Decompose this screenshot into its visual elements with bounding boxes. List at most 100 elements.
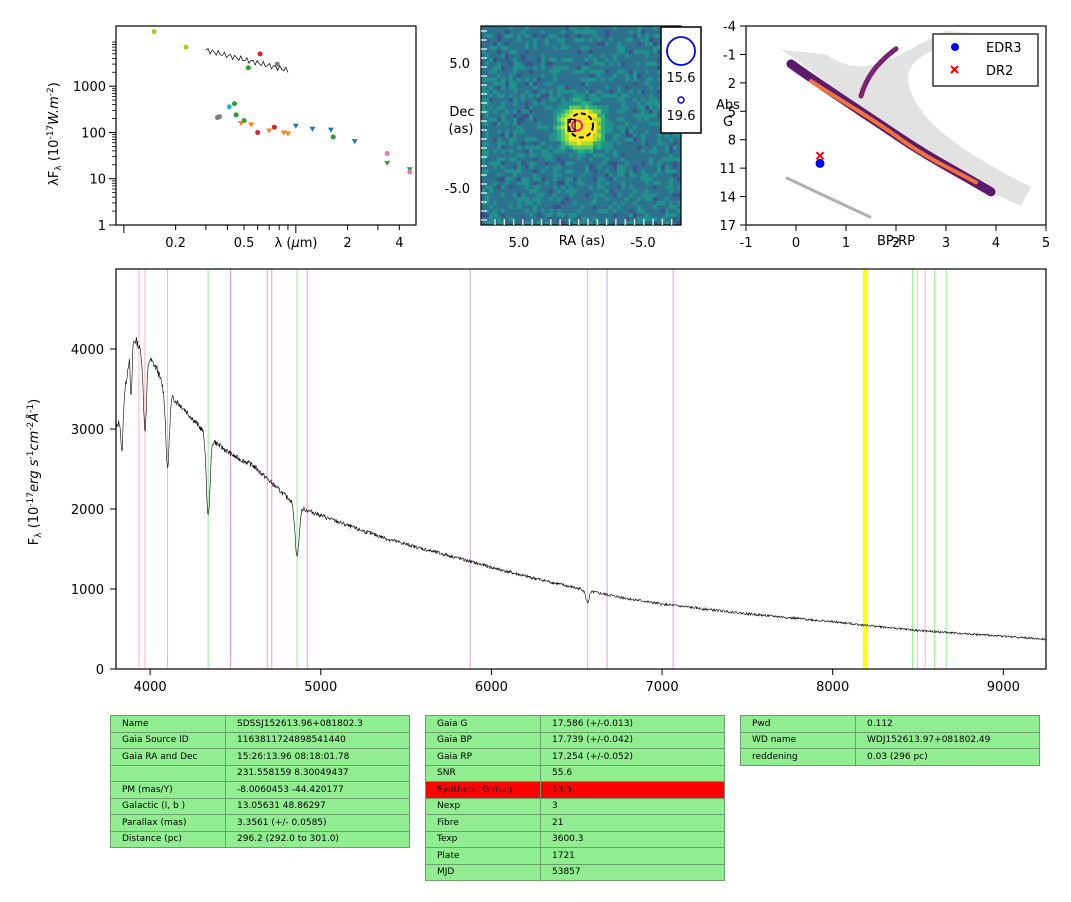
image-pixel bbox=[565, 129, 570, 134]
image-pixel bbox=[633, 69, 638, 75]
image-pixel bbox=[525, 65, 530, 71]
image-pixel bbox=[529, 81, 534, 86]
image-pixel bbox=[617, 45, 622, 51]
image-pixel bbox=[501, 45, 506, 51]
image-pixel bbox=[609, 109, 614, 114]
image-pixel bbox=[509, 157, 514, 162]
image-pixel bbox=[637, 189, 642, 194]
image-pixel bbox=[573, 69, 578, 75]
image-pixel bbox=[493, 165, 498, 170]
image-pixel bbox=[529, 33, 534, 39]
image-pixel bbox=[513, 165, 518, 170]
image-pixel bbox=[661, 161, 666, 166]
image-pixel bbox=[505, 181, 510, 186]
image-pixel bbox=[657, 213, 662, 218]
image-pixel bbox=[501, 185, 506, 190]
image-pixel bbox=[653, 197, 658, 202]
image-pixel bbox=[501, 125, 506, 130]
spectrum-y-tick-label: 0 bbox=[96, 663, 104, 678]
image-pixel bbox=[577, 109, 582, 114]
image-pixel bbox=[641, 69, 646, 75]
image-pixel bbox=[521, 77, 526, 83]
image-pixel bbox=[633, 65, 638, 71]
image-pixel bbox=[485, 173, 490, 178]
image-pixel bbox=[621, 157, 626, 162]
image-pixel bbox=[665, 165, 670, 170]
image-pixel bbox=[673, 177, 678, 182]
image-pixel bbox=[581, 185, 586, 190]
image-pixel bbox=[629, 189, 634, 194]
image-pixel bbox=[657, 205, 662, 210]
image-pixel bbox=[541, 41, 546, 47]
image-pixel bbox=[665, 153, 670, 158]
image-pixel bbox=[661, 133, 666, 138]
image-pixel bbox=[597, 45, 602, 51]
image-pixel bbox=[597, 53, 602, 59]
image-pixel bbox=[625, 133, 630, 138]
table-value-cell: 0.03 (296 pc) bbox=[855, 748, 1040, 766]
image-pixel bbox=[605, 93, 610, 98]
image-pixel bbox=[557, 193, 562, 198]
image-pixel bbox=[489, 93, 494, 98]
image-pixel bbox=[589, 61, 594, 67]
image-pixel bbox=[677, 133, 682, 138]
image-pixel bbox=[489, 65, 494, 71]
image-pixel bbox=[625, 173, 630, 178]
image-pixel bbox=[553, 221, 558, 226]
image-pixel bbox=[525, 217, 530, 222]
image-pixel bbox=[497, 177, 502, 182]
image-pixel bbox=[513, 189, 518, 194]
image-pixel bbox=[541, 153, 546, 158]
image-pixel bbox=[557, 41, 562, 47]
image-pixel bbox=[585, 153, 590, 158]
image-pixel bbox=[633, 61, 638, 67]
image-pixel bbox=[481, 193, 486, 198]
image-pixel bbox=[497, 141, 502, 146]
image-pixel bbox=[597, 85, 602, 90]
image-pixel bbox=[589, 26, 594, 31]
image-pixel bbox=[637, 185, 642, 190]
image-pixel bbox=[525, 101, 530, 106]
image-pixel bbox=[549, 57, 554, 63]
image-pixel bbox=[577, 213, 582, 218]
image-pixel bbox=[617, 117, 622, 122]
image-pixel bbox=[641, 53, 646, 59]
image-pixel bbox=[589, 141, 594, 146]
image-pixel bbox=[601, 197, 606, 202]
image-pixel bbox=[617, 37, 622, 43]
image-pixel bbox=[589, 101, 594, 106]
image-pixel bbox=[593, 145, 598, 150]
image-pixel bbox=[613, 209, 618, 214]
image-pixel bbox=[613, 45, 618, 51]
image-pixel bbox=[537, 37, 542, 43]
image-pixel bbox=[501, 189, 506, 194]
image-pixel bbox=[485, 85, 490, 90]
image-pixel bbox=[573, 217, 578, 222]
image-pixel bbox=[657, 65, 662, 71]
image-pixel bbox=[633, 185, 638, 190]
image-pixel bbox=[529, 157, 534, 162]
image-pixel bbox=[637, 33, 642, 39]
image-pixel bbox=[557, 29, 562, 35]
image-pixel bbox=[589, 177, 594, 182]
image-pixel bbox=[585, 69, 590, 75]
image-pixel bbox=[549, 157, 554, 162]
image-pixel bbox=[665, 185, 670, 190]
image-pixel bbox=[645, 81, 650, 86]
image-pixel bbox=[589, 165, 594, 170]
image-pixel bbox=[625, 217, 630, 222]
image-pixel bbox=[501, 121, 506, 126]
image-pixel bbox=[485, 117, 490, 122]
image-pixel bbox=[569, 93, 574, 98]
image-pixel bbox=[653, 81, 658, 86]
image-pixel bbox=[521, 161, 526, 166]
image-pixel bbox=[617, 185, 622, 190]
image-pixel bbox=[489, 77, 494, 83]
image-pixel bbox=[617, 69, 622, 75]
image-pixel bbox=[625, 197, 630, 202]
image-pixel bbox=[565, 201, 570, 206]
image-pixel bbox=[645, 26, 650, 31]
table-key-cell: Distance (pc) bbox=[110, 830, 226, 848]
table-row: SNR 55.6 bbox=[425, 764, 725, 782]
image-pixel bbox=[501, 81, 506, 86]
